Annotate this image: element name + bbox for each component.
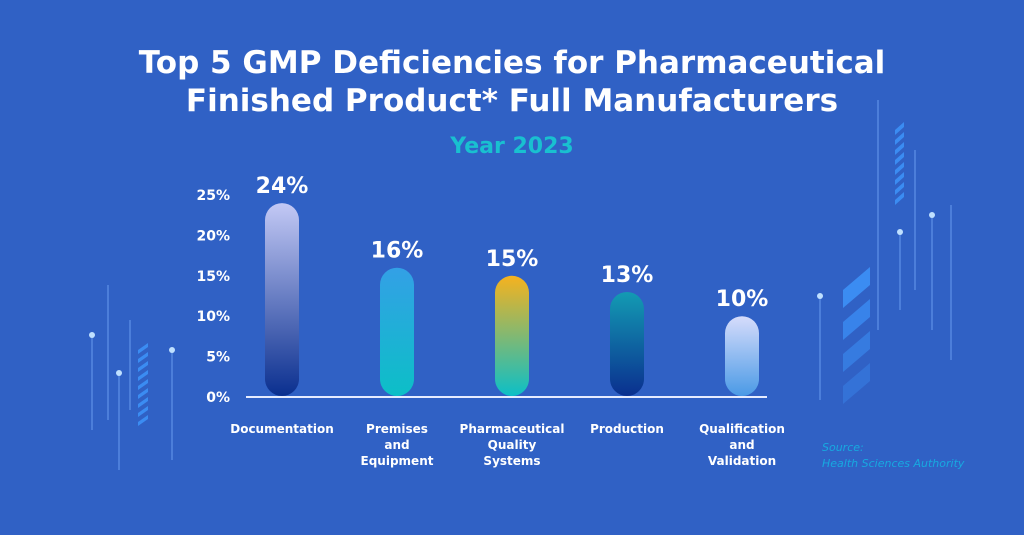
y-tick-label: 15% bbox=[196, 269, 230, 285]
data-label: 15% bbox=[486, 247, 539, 272]
deco-stripe bbox=[843, 299, 870, 340]
source-note: Source: Health Sciences Authority bbox=[822, 440, 964, 472]
deco-stripe bbox=[138, 379, 148, 390]
bar bbox=[495, 275, 529, 396]
deco-stripe bbox=[138, 370, 148, 381]
deco-dot bbox=[89, 332, 95, 338]
x-category-label: Equipment bbox=[361, 454, 434, 468]
title-line-1: Top 5 GMP Deficiencies for Pharmaceutica… bbox=[138, 45, 886, 81]
bar bbox=[725, 316, 759, 396]
y-tick-label: 10% bbox=[196, 309, 230, 325]
chart-subtitle: Year 2023 bbox=[450, 134, 574, 159]
deco-stripe bbox=[895, 132, 904, 145]
bar bbox=[610, 291, 644, 396]
title-line-2: Finished Product* Full Manufacturers bbox=[185, 83, 839, 119]
deco-stripe bbox=[138, 397, 148, 408]
deco-stripe bbox=[895, 162, 904, 175]
deco-stripe bbox=[138, 388, 148, 399]
x-category-label: and bbox=[384, 438, 409, 452]
data-label: 16% bbox=[371, 239, 424, 264]
deco-stripe bbox=[895, 182, 904, 195]
deco-stripe bbox=[895, 192, 904, 205]
x-category-label: Documentation bbox=[230, 422, 334, 436]
y-tick-label: 5% bbox=[206, 350, 230, 366]
chart-title: Top 5 GMP Deficiencies for Pharmaceutica… bbox=[0, 44, 1024, 120]
deco-stripe bbox=[843, 363, 870, 404]
bar bbox=[380, 267, 414, 396]
deco-stripe bbox=[895, 142, 904, 155]
y-tick-label: 0% bbox=[206, 390, 230, 406]
deco-stripe bbox=[895, 122, 904, 135]
deco-dot bbox=[817, 293, 823, 299]
deco-dot bbox=[929, 212, 935, 218]
deco-stripe bbox=[895, 152, 904, 165]
deco-dot bbox=[897, 229, 903, 235]
x-category-label: and bbox=[729, 438, 754, 452]
y-tick-label: 20% bbox=[196, 228, 230, 244]
data-label: 10% bbox=[716, 287, 769, 312]
deco-stripe bbox=[843, 267, 870, 308]
x-category-label: Qualification bbox=[699, 422, 785, 436]
data-label: 13% bbox=[601, 263, 654, 288]
x-category-label: Quality bbox=[488, 438, 537, 452]
deco-stripe bbox=[138, 352, 148, 363]
deco-stripe bbox=[138, 415, 148, 426]
y-tick-label: 25% bbox=[196, 188, 230, 204]
deco-stripe bbox=[895, 172, 904, 185]
deco-dot bbox=[169, 347, 175, 353]
bar bbox=[265, 203, 299, 396]
x-category-label: Production bbox=[590, 422, 664, 436]
source-label: Source: bbox=[822, 441, 864, 454]
deco-stripe bbox=[138, 361, 148, 372]
x-category-label: Systems bbox=[483, 454, 540, 468]
x-category-label: Premises bbox=[366, 422, 428, 436]
deco-stripe bbox=[843, 331, 870, 372]
x-category-label: Pharmaceutical bbox=[460, 422, 565, 436]
x-category-label: Validation bbox=[708, 454, 776, 468]
deco-stripe bbox=[138, 406, 148, 417]
deco-dot bbox=[116, 370, 122, 376]
deco-stripe bbox=[138, 343, 148, 354]
source-name: Health Sciences Authority bbox=[822, 457, 965, 470]
data-label: 24% bbox=[256, 174, 309, 199]
